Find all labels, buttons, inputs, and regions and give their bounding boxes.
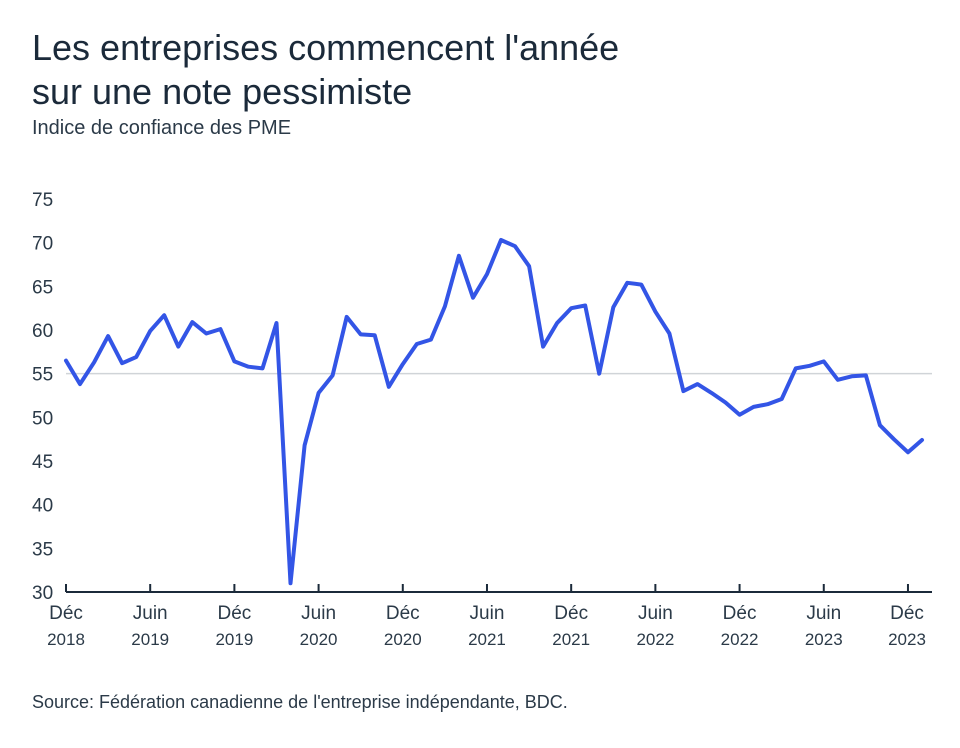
y-tick-label: 60	[32, 321, 53, 342]
x-tick-year-label: 2022	[721, 630, 759, 649]
x-tick-year-label: 2019	[131, 630, 169, 649]
x-tick-month-label: Juin	[806, 603, 841, 624]
x-tick-year-label: 2021	[468, 630, 506, 649]
series-line	[64, 238, 924, 586]
x-tick-year-label: 2023	[805, 630, 843, 649]
x-tick-year-label: 2020	[300, 630, 338, 649]
y-tick-label: 50	[32, 408, 53, 429]
y-tick-label: 45	[32, 452, 53, 473]
x-tick-month-label: Déc	[723, 603, 757, 624]
y-tick-label: 30	[32, 583, 53, 604]
chart-title: Les entreprises commencent l'année sur u…	[32, 26, 932, 114]
x-tick-month-label: Juin	[638, 603, 673, 624]
x-tick-month-label: Déc	[554, 603, 588, 624]
x-tick-month-label: Juin	[133, 603, 168, 624]
y-tick-label: 75	[32, 190, 53, 211]
y-tick-label: 65	[32, 277, 53, 298]
x-tick-month-label: Déc	[217, 603, 251, 624]
y-tick-label: 40	[32, 496, 53, 517]
x-tick-month-label: Déc	[49, 603, 83, 624]
y-tick-label: 70	[32, 234, 53, 255]
y-axis: 30 35 40 45 50 55 60 65 70 75	[32, 190, 53, 604]
chart-title-line-2: sur une note pessimiste	[32, 71, 413, 112]
source-note: Source: Fédération canadienne de l'entre…	[32, 692, 568, 712]
x-tick-year-label: 2021	[552, 630, 590, 649]
chart-title-line-1: Les entreprises commencent l'année	[32, 27, 620, 68]
y-tick-label: 35	[32, 539, 53, 560]
x-tick-year-label: 2022	[636, 630, 674, 649]
x-axis: Déc 2018 Juin 2019 Déc 2019 Juin 2020 Déc 2020 Jui…	[47, 584, 932, 649]
x-tick-month-label: Déc	[890, 603, 924, 624]
x-tick-year-label: 2019	[215, 630, 253, 649]
chart-subtitle: Indice de confiance des PME	[32, 117, 292, 139]
x-tick-month-label: Juin	[301, 603, 336, 624]
x-tick-year-label: 2018	[47, 630, 85, 649]
x-tick-year-label: 2020	[384, 630, 422, 649]
x-tick-month-label: Déc	[386, 603, 420, 624]
y-tick-label: 55	[32, 365, 53, 386]
x-tick-month-label: Juin	[470, 603, 505, 624]
x-tick-year-label: 2023	[888, 630, 926, 649]
